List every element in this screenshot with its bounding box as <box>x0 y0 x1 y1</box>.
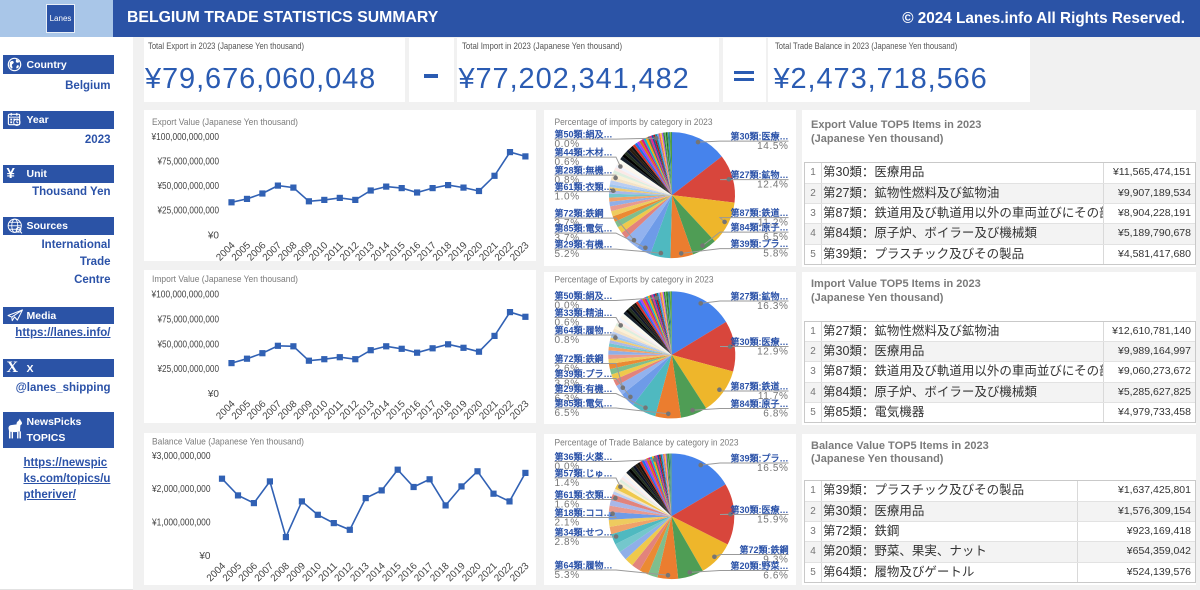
svg-text:11.7%: 11.7% <box>757 391 788 402</box>
svg-text:¥3,000,000,000: ¥3,000,000,000 <box>151 451 211 462</box>
svg-text:第84類:原子…: 第84類:原子… <box>730 398 788 409</box>
svg-text:14.5%: 14.5% <box>757 141 788 152</box>
svg-text:第29類:有機…: 第29類:有機… <box>554 383 612 394</box>
svg-text:¥25,000,000,000: ¥25,000,000,000 <box>156 206 219 217</box>
svg-text:第20類:野菜…: 第20類:野菜… <box>730 560 788 571</box>
svg-text:第84類:原子…: 第84類:原子… <box>730 222 788 233</box>
svg-text:第34類:せつ…: 第34類:せつ… <box>554 526 612 537</box>
svg-text:¥1,000,000,000: ¥1,000,000,000 <box>151 518 211 529</box>
svg-text:6.5%: 6.5% <box>554 408 579 419</box>
svg-text:2.6%: 2.6% <box>554 364 579 375</box>
svg-text:9.3%: 9.3% <box>763 554 788 565</box>
svg-text:第85類:電気…: 第85類:電気… <box>554 223 612 234</box>
svg-text:第87類:鉄道…: 第87類:鉄道… <box>730 381 788 392</box>
svg-text:2.8%: 2.8% <box>554 537 579 548</box>
svg-text:第64類:履物…: 第64類:履物… <box>554 325 612 336</box>
svg-text:Import Value (Japanese Yen tho: Import Value (Japanese Yen thousand) <box>152 274 298 285</box>
svg-text:6.3%: 6.3% <box>554 394 579 405</box>
svg-text:16.5%: 16.5% <box>757 463 788 474</box>
svg-text:¥75,000,000,000: ¥75,000,000,000 <box>156 315 219 326</box>
svg-text:0.0%: 0.0% <box>554 139 579 150</box>
svg-text:¥2,000,000,000: ¥2,000,000,000 <box>151 484 211 495</box>
svg-text:6.8%: 6.8% <box>763 409 788 420</box>
svg-text:第30類:医療…: 第30類:医療… <box>730 336 788 347</box>
svg-text:15.9%: 15.9% <box>757 514 788 525</box>
svg-text:第36類:火薬…: 第36類:火薬… <box>554 451 612 462</box>
svg-text:0.8%: 0.8% <box>554 335 579 346</box>
svg-text:5.3%: 5.3% <box>554 570 579 581</box>
svg-text:第33類:精油…: 第33類:精油… <box>554 307 612 318</box>
svg-text:第39類:プラ…: 第39類:プラ… <box>730 238 788 249</box>
svg-text:第27類:鉱物…: 第27類:鉱物… <box>730 169 788 180</box>
svg-text:5.8%: 5.8% <box>763 249 788 260</box>
svg-text:16.3%: 16.3% <box>757 301 788 312</box>
svg-text:5.2%: 5.2% <box>554 249 579 260</box>
svg-text:2023: 2023 <box>508 399 532 423</box>
svg-text:第50類:絹及…: 第50類:絹及… <box>554 129 612 140</box>
svg-text:0.6%: 0.6% <box>554 157 579 168</box>
svg-text:第30類:医療…: 第30類:医療… <box>730 504 788 515</box>
svg-text:第29類:有機…: 第29類:有機… <box>554 239 612 250</box>
svg-text:第44類:木材…: 第44類:木材… <box>554 147 612 158</box>
svg-text:3.7%: 3.7% <box>554 233 579 244</box>
svg-text:0.6%: 0.6% <box>554 318 579 329</box>
svg-text:1.4%: 1.4% <box>554 478 579 489</box>
svg-text:¥50,000,000,000: ¥50,000,000,000 <box>156 181 219 192</box>
svg-text:第61類:衣類…: 第61類:衣類… <box>554 489 612 500</box>
svg-text:第72類:鉄鋼: 第72類:鉄鋼 <box>554 208 603 219</box>
svg-text:第18類:ココ…: 第18類:ココ… <box>554 507 612 518</box>
svg-text:12.4%: 12.4% <box>757 180 788 191</box>
svg-text:Balance Value (Japanese Yen th: Balance Value (Japanese Yen thousand) <box>152 437 304 448</box>
svg-text:¥100,000,000,000: ¥100,000,000,000 <box>150 290 219 301</box>
svg-text:第30類:医療…: 第30類:医療… <box>730 131 788 142</box>
svg-text:2023: 2023 <box>508 561 532 585</box>
svg-text:第72類:鉄鋼: 第72類:鉄鋼 <box>739 544 788 555</box>
svg-text:0.0%: 0.0% <box>554 461 579 472</box>
svg-text:0.0%: 0.0% <box>554 301 579 312</box>
svg-text:第87類:鉄道…: 第87類:鉄道… <box>730 207 788 218</box>
svg-text:12.9%: 12.9% <box>757 347 788 358</box>
svg-text:3.8%: 3.8% <box>554 379 579 390</box>
svg-text:¥50,000,000,000: ¥50,000,000,000 <box>156 340 219 351</box>
svg-text:¥0: ¥0 <box>198 551 211 562</box>
svg-text:Percentage of imports by categ: Percentage of imports by category in 202… <box>554 117 712 128</box>
svg-text:¥75,000,000,000: ¥75,000,000,000 <box>156 157 219 168</box>
svg-text:0.8%: 0.8% <box>554 175 579 186</box>
svg-text:1.0%: 1.0% <box>554 192 579 203</box>
svg-text:3.7%: 3.7% <box>554 218 579 229</box>
svg-text:第85類:電気…: 第85類:電気… <box>554 398 612 409</box>
svg-text:第72類:鉄鋼: 第72類:鉄鋼 <box>554 353 603 364</box>
svg-text:¥0: ¥0 <box>206 389 219 400</box>
svg-text:Export Value (Japanese Yen tho: Export Value (Japanese Yen thousand) <box>152 117 298 128</box>
svg-text:第39類:プラ…: 第39類:プラ… <box>554 368 612 379</box>
svg-text:¥0: ¥0 <box>206 231 219 242</box>
svg-text:Percentage of Trade Balance by: Percentage of Trade Balance by category … <box>554 437 738 448</box>
svg-text:11.2%: 11.2% <box>757 218 788 229</box>
svg-text:6.6%: 6.6% <box>763 570 788 581</box>
svg-text:第39類:プラ…: 第39類:プラ… <box>730 452 788 463</box>
svg-text:第61類:衣類…: 第61類:衣類… <box>554 181 612 192</box>
svg-text:第64類:履物…: 第64類:履物… <box>554 559 612 570</box>
svg-text:第50類:絹及…: 第50類:絹及… <box>554 290 612 301</box>
svg-text:Percentage of Exports by categ: Percentage of Exports by category in 202… <box>554 275 713 286</box>
svg-text:6.5%: 6.5% <box>763 232 788 243</box>
svg-text:第28類:無機…: 第28類:無機… <box>554 165 612 176</box>
svg-text:第27類:鉱物…: 第27類:鉱物… <box>730 291 788 302</box>
svg-text:第57類:じゅ…: 第57類:じゅ… <box>554 467 612 478</box>
svg-text:¥100,000,000,000: ¥100,000,000,000 <box>150 132 219 143</box>
svg-text:1.6%: 1.6% <box>554 499 579 510</box>
svg-text:2.1%: 2.1% <box>554 517 579 528</box>
svg-text:¥25,000,000,000: ¥25,000,000,000 <box>156 364 219 375</box>
